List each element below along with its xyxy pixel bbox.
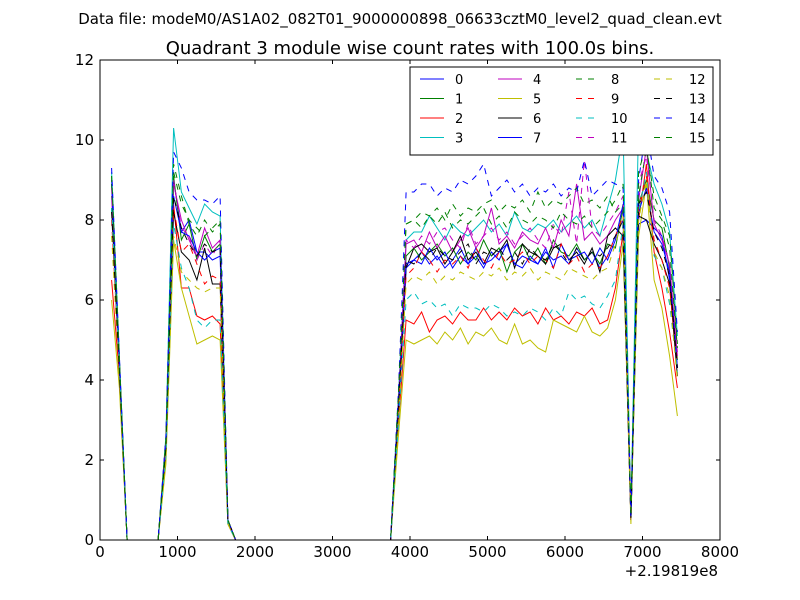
legend-label-4: 4	[533, 73, 541, 88]
figure-suptitle: Data file: modeM0/AS1A02_082T01_90000008…	[78, 10, 722, 29]
legend-label-5: 5	[533, 93, 541, 108]
series-line-10	[111, 171, 678, 540]
x-tick-label: 6000	[546, 543, 584, 561]
legend-label-6: 6	[533, 112, 541, 127]
x-tick-label: 3000	[313, 543, 351, 561]
legend-label-14: 14	[689, 112, 706, 127]
legend-label-0: 0	[455, 73, 463, 88]
series-layer	[111, 119, 678, 540]
legend-label-9: 9	[611, 93, 619, 108]
legend-label-7: 7	[533, 132, 541, 147]
legend-box	[409, 66, 714, 156]
series-line-14	[111, 127, 678, 540]
legend-label-15: 15	[689, 132, 706, 147]
legend-label-3: 3	[455, 132, 463, 147]
chart-title: Quadrant 3 module wise count rates with …	[166, 38, 655, 59]
legend-label-11: 11	[611, 132, 628, 147]
legend-label-8: 8	[611, 73, 619, 88]
legend-label-1: 1	[455, 93, 463, 108]
y-tick-label: 12	[75, 51, 94, 69]
series-line-13	[111, 190, 678, 540]
y-tick-label: 2	[84, 451, 94, 469]
x-tick-label: 4000	[391, 543, 429, 561]
y-tick-label: 10	[75, 131, 94, 149]
ticks-layer: 0 1000 2000 3000 4000 5000 6000 7000 80000246810…	[75, 51, 739, 561]
x-tick-label: 8000	[701, 543, 739, 561]
x-tick-label: 0	[95, 543, 105, 561]
y-tick-label: 0	[84, 531, 94, 549]
legend-label-10: 10	[611, 112, 628, 127]
x-tick-label: 5000	[468, 543, 506, 561]
x-tick-label: 7000	[623, 543, 661, 561]
y-tick-label: 4	[84, 371, 94, 389]
x-tick-label: 1000	[158, 543, 196, 561]
legend-label-12: 12	[689, 73, 706, 88]
x-offset-label: +2.19819e8	[625, 562, 718, 580]
legend-label-2: 2	[455, 112, 463, 127]
y-tick-label: 8	[84, 211, 94, 229]
legend-label-13: 13	[689, 93, 706, 108]
series-line-15	[111, 143, 678, 540]
x-tick-label: 2000	[236, 543, 274, 561]
y-tick-label: 6	[84, 291, 94, 309]
series-line-8	[111, 147, 678, 540]
